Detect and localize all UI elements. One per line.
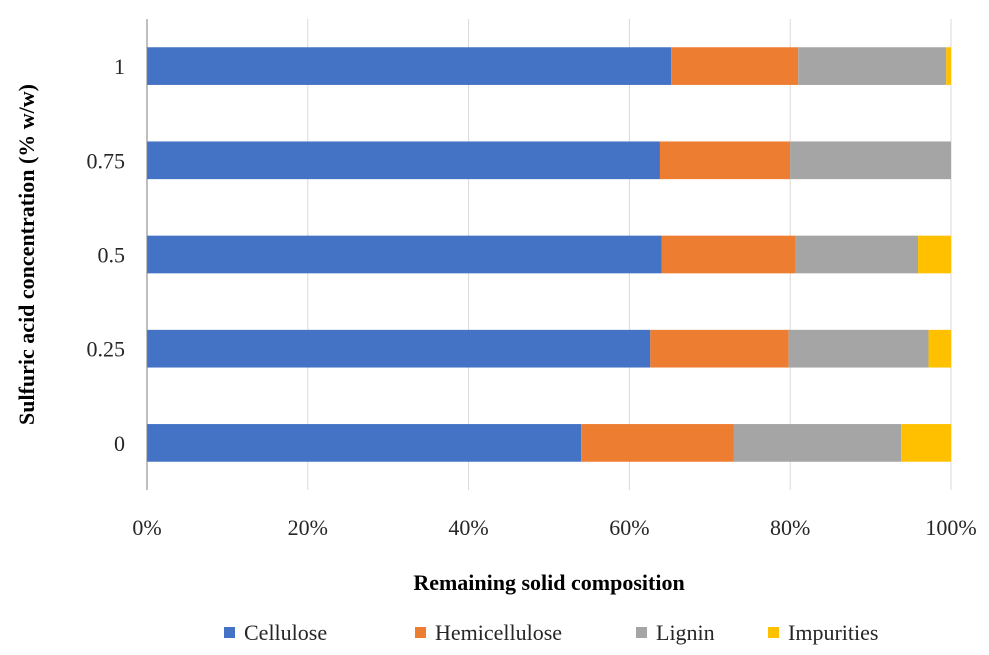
legend-label-hemicellulose: Hemicellulose (435, 620, 562, 645)
y-tick-label: 0.75 (87, 148, 126, 173)
bar-segment-hemicellulose-0-5 (661, 235, 796, 274)
bar-segment-hemicellulose-0-25 (650, 329, 789, 368)
bar-segment-hemicellulose-1 (671, 47, 799, 85)
bar-segment-impurities-0-25 (928, 329, 951, 368)
x-tick-label: 0% (132, 515, 161, 540)
bar-segment-lignin-0-25 (788, 329, 929, 368)
y-tick-label: 0.5 (98, 243, 126, 268)
x-tick-labels: 0% 20% 40% 60% 80% 100% (132, 515, 976, 540)
x-tick-label: 100% (925, 515, 976, 540)
legend-swatch-hemicellulose (415, 627, 426, 638)
bar-segment-hemicellulose-0 (581, 424, 734, 462)
bar-segment-cellulose-0-5 (147, 235, 662, 274)
legend-swatch-lignin (636, 627, 647, 638)
y-axis-title: Sulfuric acid concentration (% w/w) (14, 84, 39, 425)
legend-label-impurities: Impurities (788, 620, 878, 645)
y-tick-label: 0.25 (87, 337, 126, 362)
bars (147, 47, 951, 462)
bar-segment-lignin-0-75 (790, 141, 951, 180)
bar-segment-cellulose-0-75 (147, 141, 660, 180)
x-tick-label: 20% (288, 515, 328, 540)
y-tick-label: 0 (114, 431, 125, 456)
bar-segment-impurities-1 (946, 47, 951, 85)
x-tick-label: 40% (448, 515, 488, 540)
bar-segment-impurities-0 (901, 424, 951, 462)
legend-label-cellulose: Cellulose (244, 620, 327, 645)
x-tick-label: 80% (770, 515, 810, 540)
bar-segment-cellulose-1 (147, 47, 672, 85)
bar-segment-lignin-0-5 (795, 235, 919, 274)
legend-swatch-cellulose (224, 627, 235, 638)
y-tick-label: 1 (114, 54, 125, 79)
bar-segment-cellulose-0 (147, 424, 582, 462)
bar-segment-cellulose-0-25 (147, 329, 651, 368)
x-tick-label: 60% (609, 515, 649, 540)
legend: Cellulose Hemicellulose Lignin Impurities (224, 620, 878, 645)
bar-segment-impurities-0-5 (918, 235, 951, 274)
bar-segment-hemicellulose-0-75 (659, 141, 791, 180)
legend-label-lignin: Lignin (656, 620, 715, 645)
y-tick-labels: 0 0.25 0.5 0.75 1 (87, 54, 126, 456)
x-axis-title: Remaining solid composition (413, 570, 684, 595)
bar-segment-lignin-1 (798, 47, 947, 85)
bar-segment-lignin-0 (733, 424, 902, 462)
legend-swatch-impurities (768, 627, 779, 638)
